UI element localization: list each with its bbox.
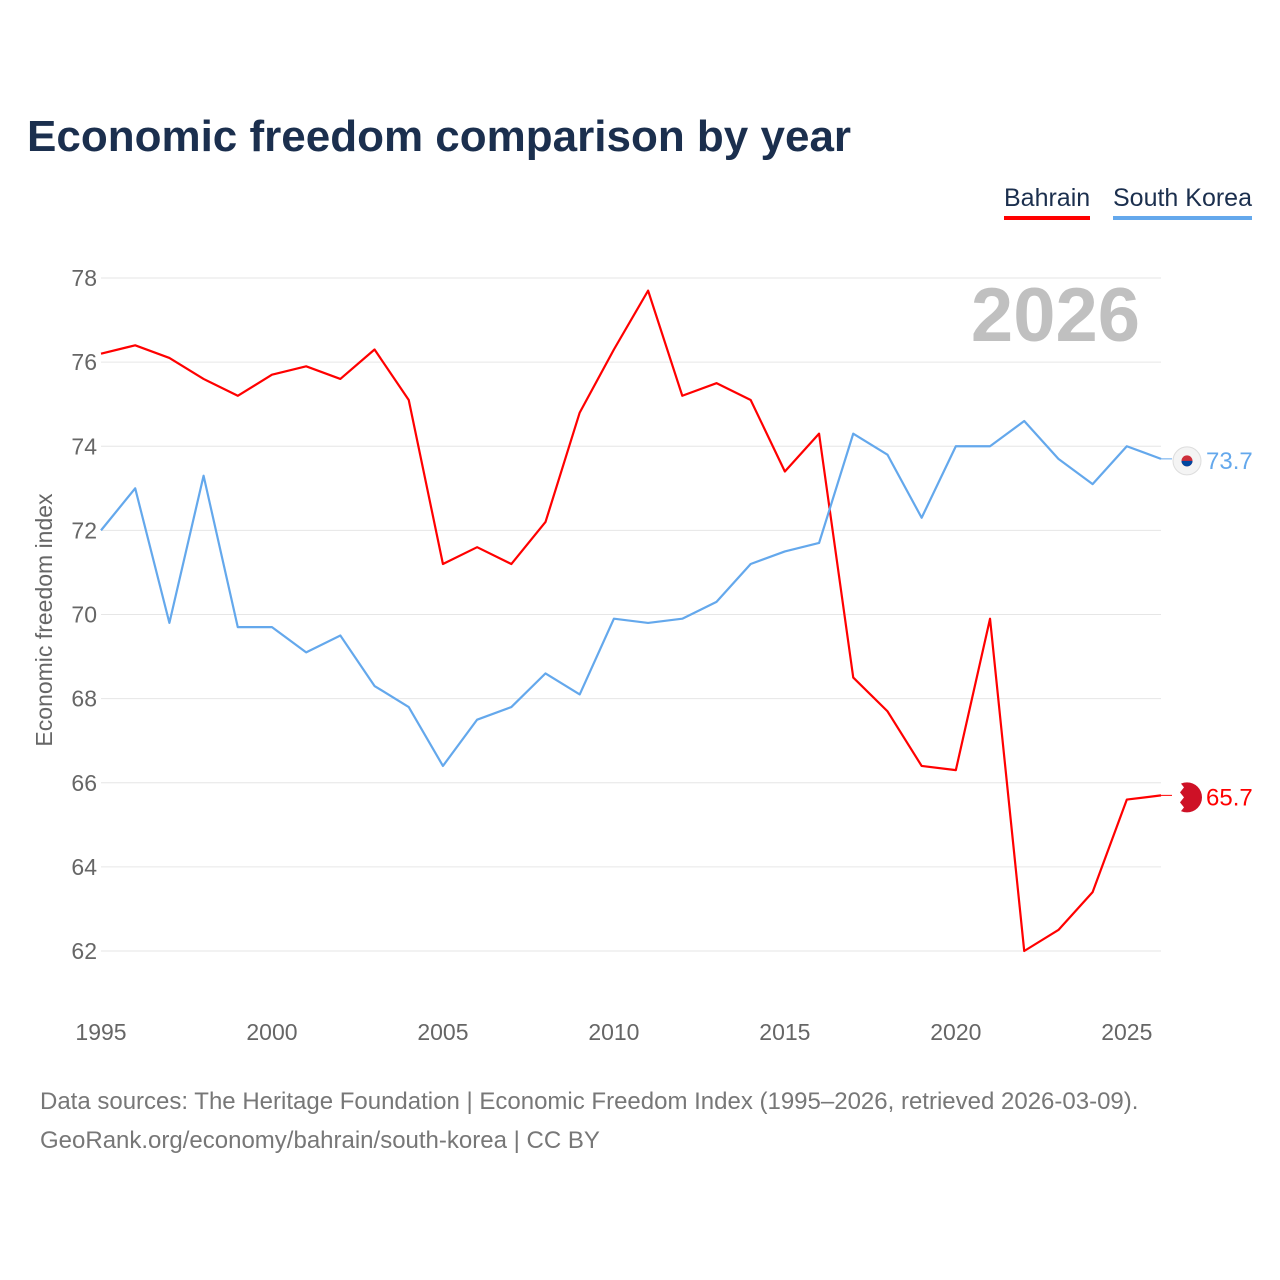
x-tick-label: 2005 [417, 1019, 468, 1045]
y-tick-label: 74 [71, 433, 97, 459]
y-axis-label: Economic freedom index [31, 493, 57, 747]
end-value-label: 65.7 [1206, 784, 1253, 811]
legend-south-korea[interactable]: South Korea [1113, 184, 1252, 220]
x-tick-label: 2000 [246, 1019, 297, 1045]
south-korea-flag-taegeuk-blue [1181, 460, 1193, 467]
chart-title: Economic freedom comparison by year [27, 112, 852, 161]
y-tick-label: 62 [71, 938, 97, 964]
x-tick-label: 2010 [588, 1019, 639, 1045]
y-tick-label: 78 [71, 265, 97, 291]
legend-bahrain[interactable]: Bahrain [1004, 184, 1091, 220]
x-tick-label: 2025 [1101, 1019, 1152, 1045]
y-tick-label: 70 [71, 602, 97, 628]
end-value-label: 73.7 [1206, 448, 1253, 475]
y-tick-label: 68 [71, 686, 97, 712]
x-tick-label: 1995 [75, 1019, 126, 1045]
x-tick-label: 2020 [930, 1019, 981, 1045]
y-tick-label: 72 [71, 517, 97, 543]
year-label: 2026 [971, 273, 1140, 358]
x-tick-label: 2015 [759, 1019, 810, 1045]
series-line-south-korea [100, 419, 1162, 768]
y-tick-label: 76 [71, 349, 97, 375]
bahrain-flag-stripe [1172, 782, 1184, 813]
y-tick-label: 64 [71, 854, 97, 880]
y-tick-label: 66 [71, 770, 97, 796]
series-line-bahrain [100, 289, 1162, 953]
footer-credit: GeoRank.org/economy/bahrain/south-korea … [40, 1127, 600, 1154]
footer-sources: Data sources: The Heritage Foundation | … [40, 1088, 1139, 1115]
